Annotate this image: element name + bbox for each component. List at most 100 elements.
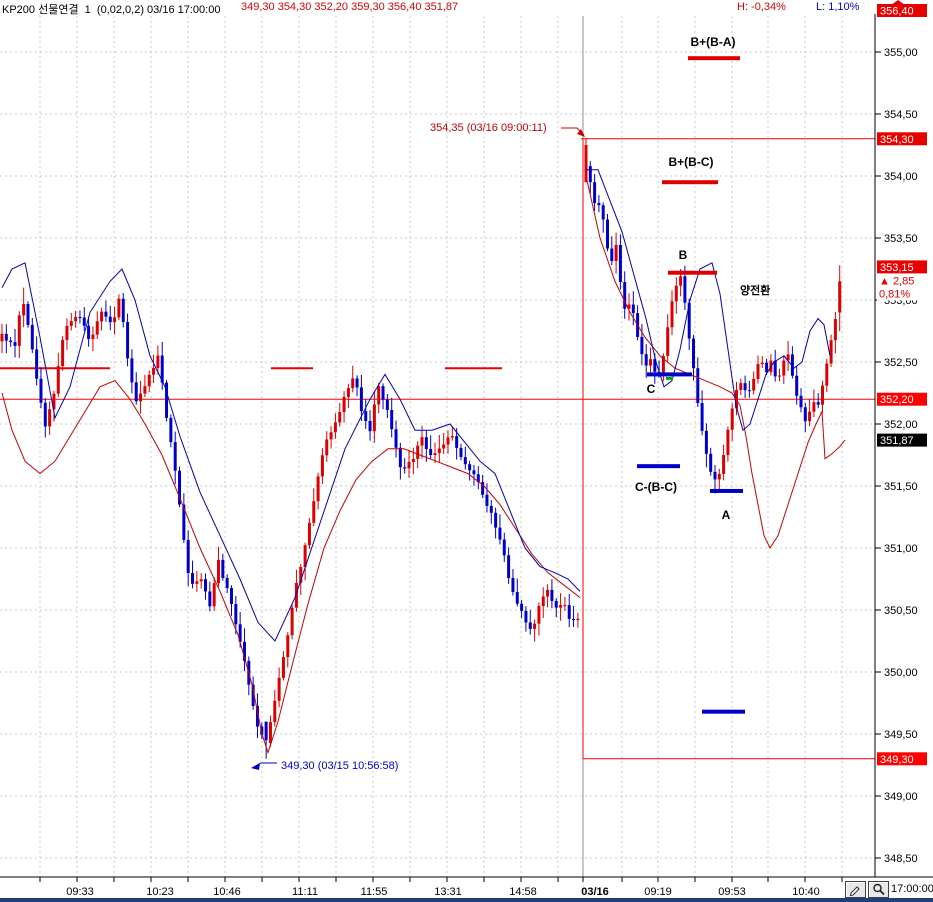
candle-down [511,578,515,592]
candle-down [186,539,190,574]
candle-up [838,281,842,313]
candle-down [368,420,372,432]
candle-down [182,504,186,540]
candle-up [372,404,376,432]
candle-down [803,407,807,422]
candle-up [100,311,104,322]
candle-up [717,473,721,480]
candle-up [726,429,730,456]
candle-down [251,684,255,707]
zoom-tool-button[interactable] [868,881,889,898]
ohlc-values: 349,30 354,30 352,20 359,30 356,40 351,8… [241,1,459,13]
candle-up [195,581,199,584]
candle-up [268,722,272,743]
candle-up [95,321,99,335]
signal-bar [702,709,745,714]
x-axis-time-label: 11:11 [292,886,318,898]
candle-up [65,325,69,340]
candle-up [679,276,683,286]
candle-down [773,360,777,377]
ma-fast-blue-line [586,169,831,432]
y-axis-tick-label: 351,50 [884,481,918,493]
price-box-label: 352,20 [880,394,914,406]
draw-tool-button[interactable] [845,881,866,898]
y-axis-tick-label: 353,50 [884,233,918,245]
candle-up [674,285,678,302]
candle-down [790,354,794,376]
annotation-text: 349,30 (03/15 10:56:58) [281,760,398,772]
magnifier-icon [873,883,885,896]
price-box-label: 356,40 [880,6,914,18]
signal-label: A [722,508,731,522]
candle-down [468,464,472,471]
candle-up [286,635,290,658]
annotation-text: 354,35 (03/16 09:00:11) [430,122,547,134]
moving-average-lines [1,169,846,755]
candle-down [489,505,493,513]
signal-label: C-(B-C) [635,480,677,494]
y-axis-tick-label: 352,50 [884,357,918,369]
candle-up [786,354,790,361]
candle-down [713,471,717,480]
candle-up [113,317,117,323]
candle-up [294,582,298,608]
candle-up [338,412,342,423]
x-axis-time-label: 09:53 [718,886,746,898]
price-box [877,433,927,447]
candle-down [78,317,82,319]
candle-up [407,462,411,469]
candle-down [264,721,268,741]
candle-down [494,512,498,528]
candle-down [130,358,134,383]
price-box [877,132,927,146]
candle-down [687,302,691,339]
candle-up [416,445,420,459]
candle-up [546,589,550,597]
clock-label: 17:00:00 [891,883,933,895]
price-box [877,260,927,274]
candle-up [377,386,381,405]
x-axis-time-label: 11:55 [361,886,388,898]
candle-up [812,402,816,412]
x-axis-time-label: 13:31 [434,886,462,898]
candle-down [165,382,169,418]
candle-down [799,395,803,408]
signal-bar [637,464,680,469]
candle-up [307,522,311,546]
candle-up [147,374,151,387]
candlestick-series [0,138,842,759]
candle-down [618,244,622,283]
candle-down [696,368,700,404]
candle-down [229,588,233,604]
signal-label: C [647,382,656,396]
candle-up [69,321,73,326]
candle-down [683,276,687,303]
candle-down [795,375,799,396]
candle-up [778,375,781,377]
signal-label: B+(B-C) [669,155,714,169]
price-box-label: 349,30 [880,754,914,766]
candle-up [346,388,350,397]
candle-down [528,622,532,629]
candle-up [0,333,4,342]
candle-down [87,325,91,340]
candle-up [277,677,281,701]
y-axis-tick-label: 354,50 [884,109,918,121]
candle-down [597,203,601,206]
candle-down [640,336,644,355]
candle-up [627,304,631,309]
candle-down [485,494,489,506]
gridlines [0,16,875,877]
candle-up [143,386,147,394]
candle-down [429,448,433,456]
candle-up [760,362,764,365]
change-value-label: ▲ 2,85 [879,275,914,287]
candle-up [91,334,95,340]
candle-down [238,624,242,642]
x-axis-time-label: 14:58 [509,886,537,898]
candle-up [559,605,563,608]
candle-down [692,338,695,369]
candle-up [752,378,756,391]
signal-bar [662,180,718,185]
